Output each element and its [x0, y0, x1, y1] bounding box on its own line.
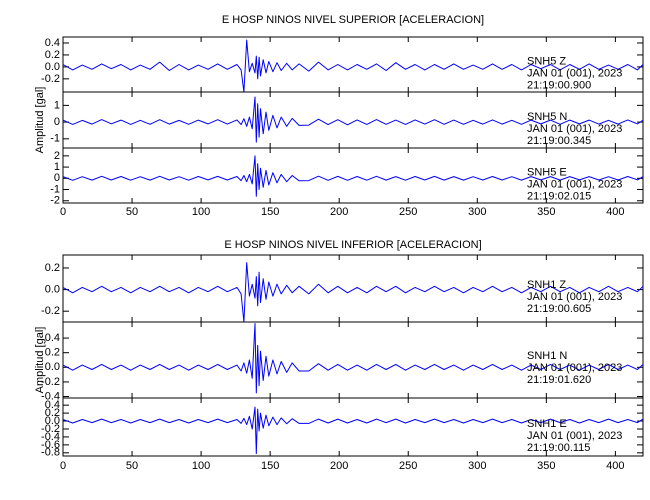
x-tick-label: 0	[60, 460, 66, 472]
y-tick-label: -0.4	[41, 431, 60, 443]
y-tick-label: -0.4	[41, 390, 60, 402]
y-tick-label: 0.0	[45, 61, 60, 73]
station-date: JAN 01 (001), 2023	[527, 123, 622, 135]
x-tick-label: 250	[399, 206, 417, 218]
station-date: JAN 01 (001), 2023	[527, 362, 622, 374]
x-tick-label: 200	[330, 460, 348, 472]
station-time: 21:19:00.345	[527, 135, 591, 147]
x-tick-label: 0	[60, 206, 66, 218]
station-time: 21:19:00.115	[527, 442, 590, 454]
y-tick-label: -1	[50, 133, 60, 145]
x-tick-label: 150	[261, 206, 279, 218]
waveform	[62, 406, 644, 455]
x-tick-label: 300	[468, 206, 486, 218]
x-tick-label: 100	[192, 206, 210, 218]
panel-frame	[62, 397, 644, 457]
y-tick-label: 0.4	[45, 399, 60, 411]
x-tick-label: 300	[468, 460, 486, 472]
station-date: JAN 01 (001), 2023	[527, 430, 622, 442]
station-station: SNH1 Z	[527, 279, 566, 291]
station-station: SNH5 Z	[527, 56, 566, 68]
y-tick-label: 1	[54, 161, 60, 173]
y-tick-label: 0	[54, 116, 60, 128]
x-tick-label: 400	[606, 460, 624, 472]
x-tick-label: 200	[330, 206, 348, 218]
y-tick-label: -0.8	[41, 447, 60, 459]
station-station: SNH1 E	[527, 418, 567, 430]
x-tick-label: 350	[537, 206, 555, 218]
station-station: SNH5 E	[527, 167, 567, 179]
waveform	[62, 155, 644, 197]
x-tick-label: 350	[537, 460, 555, 472]
station-date: JAN 01 (001), 2023	[527, 291, 622, 303]
y-tick-label: 0.2	[45, 407, 60, 419]
y-tick-label: 0.2	[45, 347, 60, 359]
waveform	[62, 39, 644, 93]
y-tick-label: 2	[54, 150, 60, 162]
station-date: JAN 01 (001), 2023	[527, 179, 622, 191]
y-tick-label: -1	[50, 183, 60, 195]
station-time: 21:19:02.015	[527, 191, 591, 203]
panel-frame	[62, 147, 644, 204]
station-time: 21:19:00.605	[527, 303, 591, 315]
y-tick-label: 0.2	[45, 49, 60, 61]
y-tick-label: -0.2	[41, 305, 60, 317]
y-tick-label: 0.0	[45, 283, 60, 295]
y-tick-label: 0.2	[45, 262, 60, 274]
chart-title: E HOSP NINOS NIVEL SUPERIOR [ACELERACION…	[222, 14, 484, 26]
y-tick-label: -0.6	[41, 439, 60, 451]
station-station: SNH5 N	[527, 111, 567, 123]
y-axis-label: Amplitud [gal]	[34, 87, 46, 154]
y-tick-label: -0.2	[41, 73, 60, 85]
x-tick-label: 50	[126, 460, 138, 472]
y-tick-label: -0.2	[41, 376, 60, 388]
station-time: 21:19:00.900	[527, 80, 591, 92]
y-tick-label: 0.0	[45, 361, 60, 373]
y-tick-label: 0.4	[45, 37, 60, 49]
y-tick-label: -0.2	[41, 423, 60, 435]
x-tick-label: 250	[399, 460, 417, 472]
y-tick-label: 1	[54, 99, 60, 111]
y-tick-label: 0.0	[45, 415, 60, 427]
y-tick-label: 0.4	[45, 332, 60, 344]
waveform	[62, 96, 644, 143]
x-tick-label: 50	[126, 206, 138, 218]
y-tick-label: -2	[50, 195, 60, 207]
x-tick-label: 400	[606, 206, 624, 218]
station-station: SNH1 N	[527, 350, 567, 362]
y-axis-label: Amplitud [gal]	[34, 327, 46, 394]
x-tick-label: 100	[192, 460, 210, 472]
x-tick-label: 150	[261, 460, 279, 472]
waveform	[62, 262, 644, 323]
station-time: 21:19:01.620	[527, 374, 591, 386]
chart-title: E HOSP NINOS NIVEL INFERIOR [ACELERACION…	[224, 239, 481, 251]
waveform	[62, 323, 644, 394]
y-tick-label: 0	[54, 172, 60, 184]
station-date: JAN 01 (001), 2023	[527, 68, 622, 80]
